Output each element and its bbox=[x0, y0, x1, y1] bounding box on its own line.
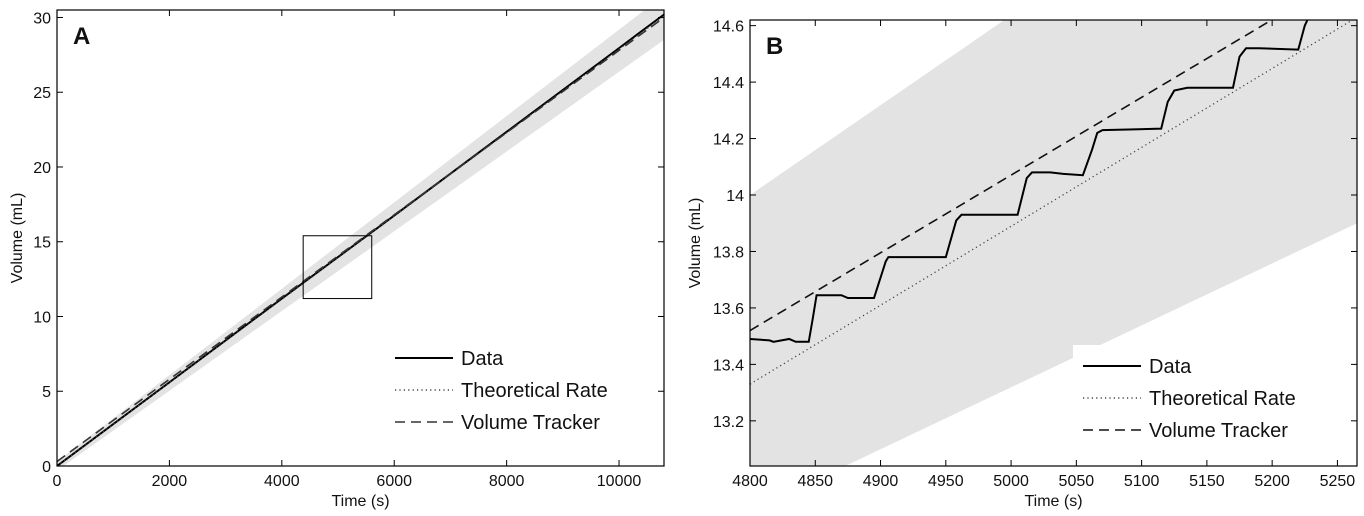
x-tick-label: 8000 bbox=[489, 473, 525, 490]
axes-frame bbox=[749, 19, 1358, 467]
legend-label: Volume Tracker bbox=[461, 412, 600, 434]
x-tick-label: 4800 bbox=[732, 473, 768, 490]
legend-label: Data bbox=[1149, 356, 1192, 378]
y-tick-label: 13.4 bbox=[713, 357, 744, 374]
y-tick-label: 0 bbox=[42, 459, 51, 476]
x-tick-label: 5100 bbox=[1124, 473, 1160, 490]
y-tick-label: 10 bbox=[33, 309, 51, 326]
series-line-data bbox=[750, 20, 1309, 343]
axes-frame bbox=[56, 9, 665, 467]
x-axis-label: Time (s) bbox=[1024, 493, 1082, 510]
legend-label: Theoretical Rate bbox=[461, 380, 608, 402]
x-tick-label: 10000 bbox=[597, 473, 642, 490]
x-tick-label: 4850 bbox=[797, 473, 833, 490]
x-tick-label: 5000 bbox=[993, 473, 1029, 490]
panel-label: B bbox=[766, 33, 783, 60]
panel-label: A bbox=[73, 23, 90, 50]
x-axis-label: Time (s) bbox=[331, 493, 389, 510]
y-tick-label: 13.2 bbox=[713, 414, 744, 431]
y-tick-label: 15 bbox=[33, 235, 51, 252]
plot-area bbox=[750, 20, 1357, 466]
x-tick-label: 6000 bbox=[376, 473, 412, 490]
panel-b: 4800 4850 4900 4950 5000 5050 5100 5150 5200 5250… bbox=[687, 19, 1358, 510]
y-tick-label: 25 bbox=[33, 85, 51, 102]
legend-label: Data bbox=[461, 348, 504, 370]
x-tick-label: 0 bbox=[53, 473, 62, 490]
y-tick-label: 5 bbox=[42, 384, 51, 401]
x-tick-label: 4900 bbox=[863, 473, 899, 490]
legend-label: Volume Tracker bbox=[1149, 420, 1288, 442]
legend-box bbox=[1073, 345, 1332, 448]
y-tick-label: 20 bbox=[33, 160, 51, 177]
x-tick-label: 5150 bbox=[1189, 473, 1225, 490]
x-tick-label: 4000 bbox=[264, 473, 300, 490]
y-axis-label: Volume (mL) bbox=[9, 193, 26, 284]
tolerance-band bbox=[750, 20, 1357, 466]
legend-label: Theoretical Rate bbox=[1149, 388, 1296, 410]
x-tick-label: 5250 bbox=[1320, 473, 1356, 490]
y-tick-label: 13.6 bbox=[713, 301, 744, 318]
x-tick-label: 5200 bbox=[1254, 473, 1290, 490]
x-tick-label: 4950 bbox=[928, 473, 964, 490]
panel-a: 0 2000 4000 6000 8000 10000 0 5 10 15 20 25 30 Time (… bbox=[9, 9, 665, 510]
zoom-box bbox=[302, 235, 373, 300]
y-axis-label: Volume (mL) bbox=[687, 198, 704, 289]
y-tick-label: 14.6 bbox=[713, 19, 744, 36]
series-line-volume-tracker bbox=[750, 20, 1274, 332]
y-tick-label: 13.8 bbox=[713, 244, 744, 261]
y-tick-label: 14 bbox=[726, 188, 744, 205]
plot-area bbox=[57, 10, 664, 466]
x-tick-label: 2000 bbox=[152, 473, 188, 490]
y-tick-label: 14.4 bbox=[713, 75, 744, 92]
legend-box bbox=[385, 337, 636, 440]
y-tick-label: 30 bbox=[33, 10, 51, 27]
series-line-volume-tracker bbox=[57, 16, 664, 463]
y-tick-label: 14.2 bbox=[713, 132, 744, 149]
x-tick-label: 5050 bbox=[1059, 473, 1095, 490]
